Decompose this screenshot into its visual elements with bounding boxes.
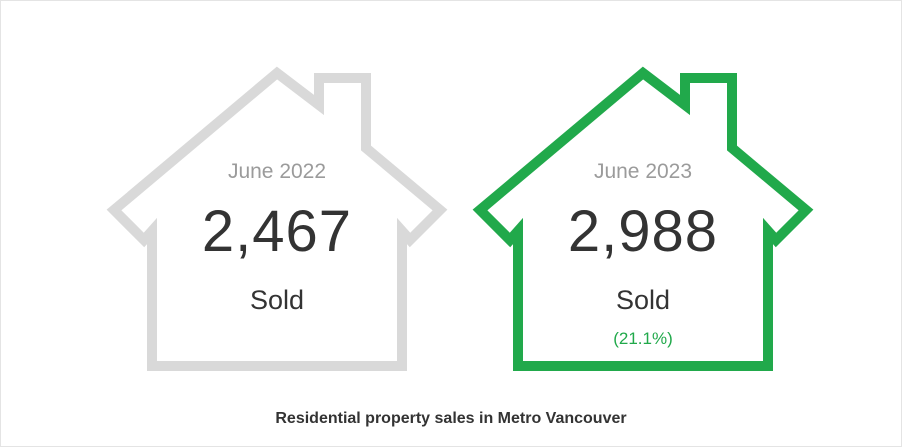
house-outline-icon (106, 66, 448, 371)
sold-count: 2,988 (567, 199, 719, 264)
change-percentage: (21.1%) (613, 329, 673, 348)
sold-label: Sold (249, 285, 305, 315)
sold-label: Sold (615, 285, 671, 315)
house-outline-icon (472, 66, 814, 371)
period-label: June 2022 (227, 160, 327, 183)
sold-count: 2,467 (201, 199, 353, 264)
house-card-june-2022: June 2022 2,467 Sold (97, 60, 457, 380)
period-label: June 2023 (593, 160, 693, 183)
house-card-june-2023: June 2023 2,988 Sold (21.1%) (463, 60, 823, 380)
caption: Residential property sales in Metro Vanc… (275, 410, 627, 427)
